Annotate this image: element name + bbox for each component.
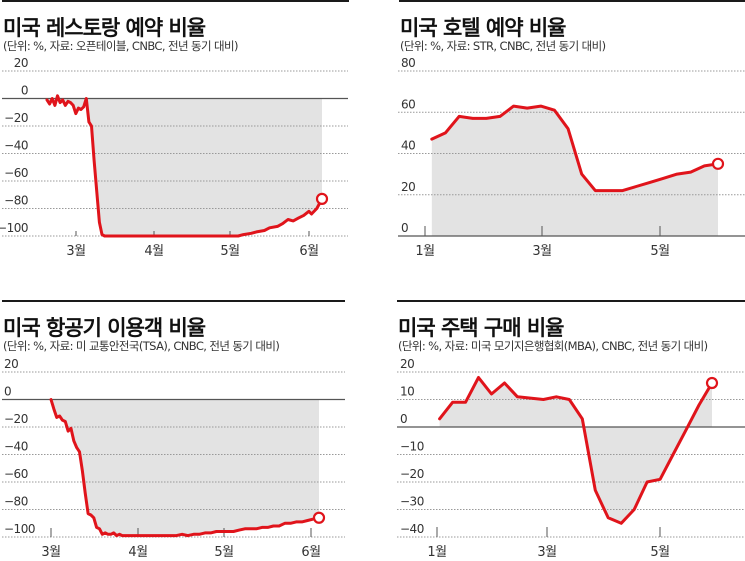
y-tick-label: −80 [4,495,28,509]
area-fill [51,399,319,536]
y-tick-label: −20 [4,111,28,125]
x-tick-label: 1월 [427,545,446,560]
y-tick-label: −30 [400,495,424,509]
x-tick-label: 3월 [532,244,551,259]
y-tick-label: −40 [400,522,424,536]
x-tick-label: 3월 [66,244,85,259]
last-point-marker [312,511,326,524]
y-tick-label: −60 [4,166,28,180]
y-tick-label: 0 [400,412,407,426]
y-tick-label: −100 [0,221,28,235]
y-tick-label: 20 [4,357,18,371]
x-tick-label: 3월 [41,545,60,560]
y-tick-label: 60 [401,97,415,111]
panel-top-rule [2,0,349,2]
y-tick-label: 20 [14,56,28,70]
y-tick-label: −40 [4,440,28,454]
y-tick-label: −80 [4,194,28,208]
data-line [49,398,321,538]
panel-top-rule [397,300,745,302]
x-tick-label: 4월 [144,244,163,259]
last-point-marker [711,157,725,170]
x-tick-label: 1월 [415,244,434,259]
data-line [45,94,324,238]
data-line [430,104,720,193]
area-fill [47,95,322,236]
y-tick-label: −60 [4,467,28,481]
chart-subtitle: (단위: %, 자료: STR, CNBC, 전년 동기 대비) [400,39,606,53]
last-point-marker [705,376,719,390]
x-tick-label: 5월 [650,244,669,259]
y-tick-label: 0 [21,84,28,98]
x-tick-label: 3월 [537,545,556,560]
panel-top-rule [2,300,345,302]
y-tick-label: 80 [401,56,415,70]
chart-title: 미국 항공기 이용객 비율 [3,316,206,340]
chart-title: 미국 주택 구매 비율 [398,316,564,340]
y-tick-label: 0 [401,221,408,235]
chart-subtitle: (단위: %, 자료: 오픈테이블, CNBC, 전년 동기 대비) [3,39,238,53]
y-tick-label: −40 [4,139,28,153]
last-point-marker [315,192,329,205]
area-fill [431,106,718,236]
y-tick-label: 0 [4,385,11,399]
chart-subtitle: (단위: %, 자료: 미 교통안전국(TSA), CNBC, 전년 동기 대비… [3,339,280,353]
panel-top-rule [399,0,745,2]
chart-title: 미국 호텔 예약 비율 [400,16,566,40]
chart-title: 미국 레스토랑 예약 비율 [3,16,206,40]
y-tick-label: −20 [400,467,424,481]
y-tick-label: −20 [4,412,28,426]
data-line [438,376,714,525]
y-tick-label: 20 [400,357,414,371]
x-tick-label: 5월 [220,244,239,259]
y-tick-label: −100 [4,522,35,536]
x-tick-label: 5월 [650,545,669,560]
x-tick-label: 6월 [299,244,318,259]
x-tick-label: 6월 [301,545,320,560]
chart-subtitle: (단위: %, 자료: 미국 모기지은행협회(MBA), CNBC, 전년 동기… [398,339,708,353]
y-tick-label: 20 [401,180,415,194]
y-tick-label: −10 [400,440,424,454]
x-tick-label: 4월 [128,545,147,560]
y-tick-label: 40 [401,139,415,153]
x-tick-label: 5월 [214,545,233,560]
y-tick-label: 10 [400,385,414,399]
